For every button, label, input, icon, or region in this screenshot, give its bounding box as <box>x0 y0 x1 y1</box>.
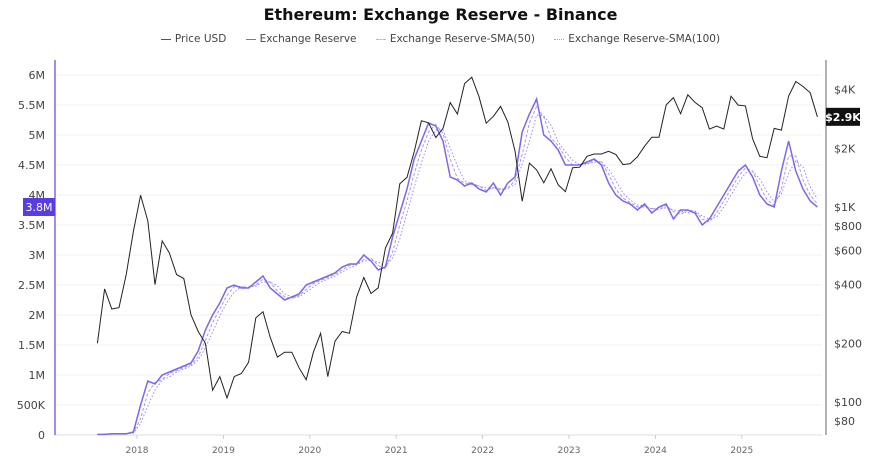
legend-item-reserve[interactable]: Exchange Reserve <box>245 33 357 45</box>
reserve-line <box>97 96 818 436</box>
left-tick-label: 1.5M <box>18 339 45 352</box>
legend-label: Exchange Reserve-SMA(50) <box>389 33 535 45</box>
sma50-line <box>97 105 818 435</box>
right-tick-label: $80 <box>834 415 855 428</box>
sma100-line <box>97 114 818 435</box>
legend-item-sma100[interactable]: Exchange Reserve-SMA(100) <box>554 33 720 45</box>
x-tick-label: 2021 <box>385 446 408 456</box>
legend-label: Price USD <box>174 33 227 45</box>
price-current-badge <box>826 107 860 126</box>
left-tick-label: 2M <box>29 309 46 322</box>
legend-item-price[interactable]: Price USD <box>160 33 227 45</box>
left-tick-label: 3M <box>29 249 46 262</box>
price-line <box>96 76 818 400</box>
x-tick-label: 2023 <box>558 446 581 456</box>
reserve-current-label: 3.8M <box>26 201 53 214</box>
legend: Price USD Exchange Reserve Exchange Rese… <box>0 33 881 45</box>
x-tick-label: 2024 <box>644 446 667 456</box>
legend-label: Exchange Reserve-SMA(100) <box>568 33 721 45</box>
left-tick-label: 1M <box>29 369 46 382</box>
left-tick-label: 5.5M <box>18 99 45 112</box>
right-tick-label: $4K <box>834 84 856 97</box>
left-tick-label: 2.5M <box>18 279 45 292</box>
x-tick-label: 2018 <box>126 446 149 456</box>
left-tick-label: 500K <box>17 399 46 412</box>
right-tick-label: $200 <box>834 337 862 350</box>
left-tick-label: 5M <box>29 129 46 142</box>
right-tick-label: $600 <box>834 244 862 257</box>
chart-title: Ethereum: Exchange Reserve - Binance <box>263 5 618 24</box>
right-tick-label: $2K <box>834 142 856 155</box>
x-tick-label: 2019 <box>212 446 235 456</box>
right-tick-label: $800 <box>834 220 862 233</box>
right-tick-label: $100 <box>834 396 862 409</box>
left-tick-label: 3.5M <box>18 219 45 232</box>
right-tick-label: $1K <box>834 201 856 214</box>
x-tick-label: 2025 <box>730 446 753 456</box>
legend-label: Exchange Reserve <box>259 33 357 45</box>
x-tick-label: 2022 <box>471 446 494 456</box>
right-tick-label: $400 <box>834 279 862 292</box>
left-tick-label: 4.5M <box>18 159 45 172</box>
left-tick-label: 6M <box>29 69 46 82</box>
reserve-current-badge <box>23 198 55 216</box>
left-tick-label: 0 <box>38 429 45 442</box>
price-current-label: $2.9K <box>825 111 861 124</box>
legend-item-sma50[interactable]: Exchange Reserve-SMA(50) <box>375 33 535 45</box>
x-tick-label: 2020 <box>298 446 321 456</box>
